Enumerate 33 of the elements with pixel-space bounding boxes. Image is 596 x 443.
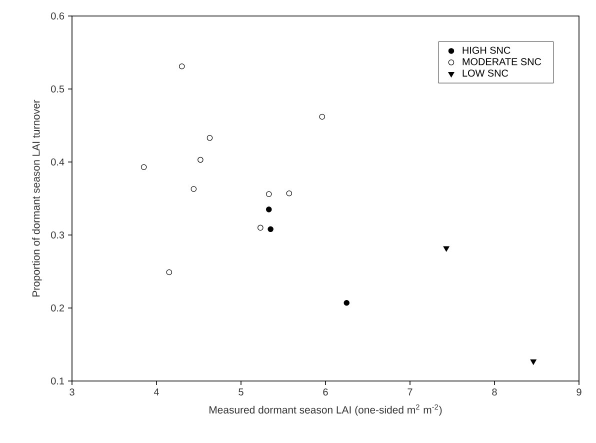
y-axis-title: Proportion of dormant season LAI turnover [32, 100, 42, 296]
point [443, 246, 450, 252]
x-tick-label: 9 [576, 388, 582, 396]
x-tick-label: 6 [323, 388, 328, 396]
point [198, 156, 204, 163]
point [166, 269, 172, 276]
y-tick-label: 0.2 [51, 304, 64, 312]
y-tick-label: 0.6 [51, 12, 64, 20]
point [319, 114, 326, 120]
x-tick-label: 7 [408, 388, 412, 396]
point [178, 63, 185, 70]
y-tick-label: 0.5 [51, 85, 64, 93]
x-tick-label: 5 [238, 388, 244, 396]
x-tick-label: 3 [70, 388, 74, 396]
point [530, 359, 536, 365]
point [206, 135, 213, 141]
x-tick-label: 4 [154, 388, 159, 396]
y-tick-label: 0.4 [51, 158, 64, 166]
x-axis-title: Measured dormant season LAI (one-sided m$^{2}$ m$^{-2}$) [210, 404, 442, 416]
point [344, 300, 350, 306]
point [190, 186, 197, 192]
legend-label: MODERATE SNC [462, 58, 542, 66]
point [140, 164, 147, 170]
point [266, 206, 272, 212]
y-tick-label: 0.3 [51, 231, 64, 239]
legend-label: HIGH SNC [462, 46, 510, 54]
point [258, 224, 264, 231]
legend-label: LOW SNC [462, 70, 508, 77]
point [286, 190, 292, 196]
point [266, 191, 272, 198]
y-tick-label: 0.1 [51, 377, 64, 385]
point [268, 226, 274, 232]
x-tick-label: 8 [492, 388, 497, 396]
